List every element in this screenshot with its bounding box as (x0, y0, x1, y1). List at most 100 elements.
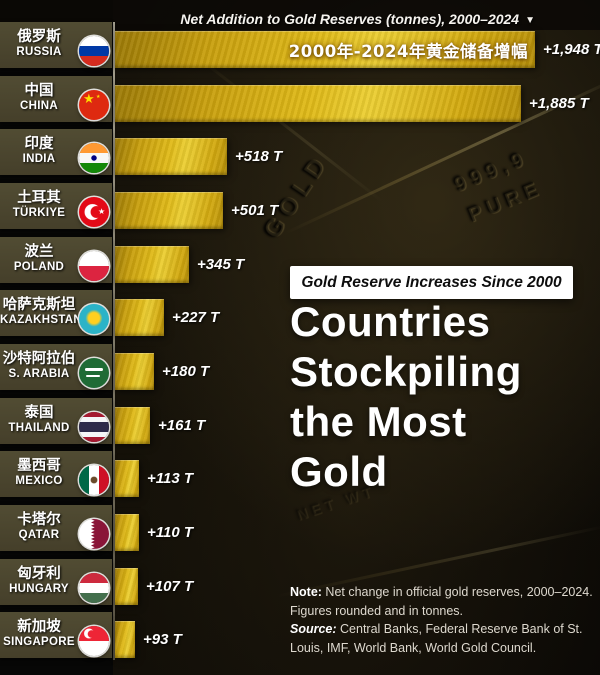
period-dropdown[interactable]: Net Addition to Gold Reserves (tonnes), … (180, 11, 535, 27)
heading-line-1: Countries (290, 298, 491, 345)
china-flag-icon (79, 89, 109, 120)
country-label-band: 新加坡 SINGAPORE (0, 612, 112, 659)
country-row: 土耳其 TÜRKIYE +501 T (0, 182, 600, 229)
chart-title-text: Net Addition to Gold Reserves (tonnes), … (180, 11, 520, 27)
value-label: +113 T (147, 470, 194, 488)
value-label: +227 T (172, 309, 220, 327)
country-name-zh: 印度 (24, 136, 54, 153)
value-label: +518 T (235, 148, 283, 166)
country-row: 卡塔尔 QATAR +110 T (0, 504, 600, 551)
country-name-en: QATAR (18, 528, 60, 541)
source-text: Central Banks, Federal Reserve Bank of S… (290, 622, 583, 655)
bar-india (115, 138, 227, 176)
saudi-flag-icon (79, 357, 109, 388)
country-name-zh: 俄罗斯 (17, 29, 61, 45)
value-label: +93 T (143, 631, 182, 649)
country-label-band: 墨西哥 MEXICO (0, 451, 112, 498)
thailand-flag-icon (79, 411, 109, 442)
note-text: Net change in official gold reserves, 20… (290, 585, 593, 618)
source-line: Source: Central Banks, Federal Reserve B… (290, 620, 594, 657)
value-label: +107 T (146, 577, 194, 595)
value-label: +1,948 T (543, 41, 600, 58)
country-name-en: KAZAKHSTAN (0, 314, 83, 327)
bar-overlay-label: 2000年-2024年黄金储备增幅 (288, 41, 528, 61)
country-name-zh: 泰国 (24, 404, 54, 421)
bar-turkiye (115, 191, 223, 229)
russia-flag-icon (79, 36, 109, 66)
footnote-block: Note: Net change in official gold reserv… (290, 583, 594, 657)
bar-china (115, 84, 521, 122)
country-name-en: INDIA (22, 153, 56, 166)
country-name-zh: 哈萨克斯坦 (2, 297, 76, 314)
bar-russia: 2000年-2024年黄金储备增幅 (115, 31, 535, 68)
country-row: 匈牙利 HUNGARY +107 T (0, 558, 600, 605)
country-label-band: 土耳其 TÜRKIYE (0, 182, 112, 229)
singapore-flag-icon (79, 626, 109, 657)
country-name-zh: 新加坡 (17, 619, 61, 636)
bar-thailand (115, 406, 150, 444)
bar-mexico (115, 460, 139, 498)
bar-poland (115, 245, 189, 283)
country-label-band: 波兰 POLAND (0, 236, 112, 283)
bar-hungary (115, 567, 138, 605)
source-label: Source: (290, 622, 337, 637)
qatar-flag-icon (79, 518, 109, 549)
heading-line-2: Stockpiling (290, 348, 522, 395)
country-name-zh: 沙特阿拉伯 (2, 350, 76, 367)
bar-kazakhstan (115, 299, 164, 337)
value-label: +1,885 T (529, 94, 589, 112)
country-label-band: 哈萨克斯坦 KAZAKHSTAN (0, 290, 112, 337)
kazakhstan-flag-icon (79, 304, 109, 335)
axis-baseline (113, 22, 115, 660)
country-name-zh: 土耳其 (17, 189, 61, 206)
subtitle-badge: Gold Reserve Increases Since 2000 (290, 266, 573, 299)
bar-qatar (115, 513, 139, 551)
hungary-flag-icon (79, 572, 109, 603)
country-name-en: THAILAND (8, 421, 70, 434)
mexico-flag-icon (79, 465, 109, 496)
bar-saudi (115, 352, 154, 390)
heading-line-4: Gold (290, 448, 388, 495)
country-row: 沙特阿拉伯 S. ARABIA +180 T (0, 343, 600, 390)
heading-line-3: the Most (290, 398, 467, 445)
country-row: 哈萨克斯坦 KAZAKHSTAN +227 T (0, 290, 600, 337)
country-name-en: CHINA (20, 99, 58, 112)
country-row: 墨西哥 MEXICO +113 T (0, 451, 600, 498)
country-name-en: TÜRKIYE (12, 206, 66, 219)
value-label: +501 T (231, 201, 279, 219)
value-label: +180 T (162, 362, 210, 380)
country-name-en: MEXICO (15, 475, 63, 488)
country-name-en: HUNGARY (9, 582, 69, 595)
country-label-band: 泰国 THAILAND (0, 397, 112, 444)
country-name-en: S. ARABIA (8, 367, 70, 380)
poland-flag-icon (79, 250, 109, 281)
india-flag-icon (79, 143, 109, 174)
country-name-zh: 墨西哥 (17, 458, 61, 475)
country-label-band: 卡塔尔 QATAR (0, 504, 112, 551)
bar-singapore (115, 621, 135, 659)
value-label: +161 T (158, 416, 206, 434)
country-label-band: 俄罗斯 RUSSIA (0, 22, 112, 68)
country-label-band: 沙特阿拉伯 S. ARABIA (0, 343, 112, 390)
country-name-zh: 卡塔尔 (17, 511, 61, 528)
country-row: 泰国 THAILAND +161 T (0, 397, 600, 444)
dropdown-arrow-icon: ▼ (525, 15, 535, 26)
country-name-en: RUSSIA (16, 46, 62, 58)
value-label: +110 T (147, 523, 194, 541)
country-name-zh: 中国 (24, 82, 54, 99)
note-label: Note: (290, 585, 322, 599)
country-row: 新加坡 SINGAPORE +93 T (0, 612, 600, 659)
country-row: 俄罗斯 RUSSIA 2000年-2024年黄金储备增幅 +1,948 T (0, 22, 600, 68)
value-label: +345 T (197, 255, 245, 273)
country-name-en: SINGAPORE (3, 636, 75, 649)
country-name-zh: 波兰 (24, 243, 54, 260)
country-label-band: 匈牙利 HUNGARY (0, 558, 112, 605)
country-row: 波兰 POLAND +345 T (0, 236, 600, 283)
country-row: 中国 CHINA +1,885 T (0, 75, 600, 122)
country-name-zh: 匈牙利 (17, 565, 61, 582)
country-name-en: POLAND (13, 260, 65, 273)
country-row: 印度 INDIA +518 T (0, 129, 600, 176)
country-label-band: 印度 INDIA (0, 129, 112, 176)
